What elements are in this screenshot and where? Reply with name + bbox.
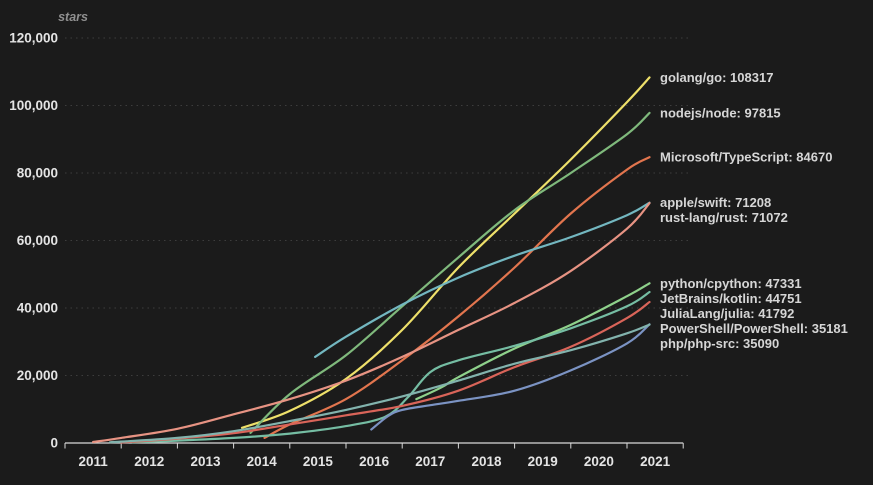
y-tick-label-120000: 120,000: [9, 31, 58, 46]
y-tick-label-20000: 20,000: [17, 368, 58, 383]
gridlines: [65, 37, 690, 376]
y-tick-label-40000: 40,000: [17, 301, 58, 316]
y-tick-label-80000: 80,000: [17, 166, 58, 181]
series-line-jetbrains-kotlin: [131, 290, 651, 444]
series-line-powershell-powershell: [370, 323, 651, 431]
series-label-apple-swift: apple/swift: 71208: [660, 195, 771, 210]
series-label-rust-lang-rust: rust-lang/rust: 71072: [660, 210, 788, 225]
x-tick-label-2020: 2020: [584, 454, 614, 469]
y-tick-label-60000: 60,000: [17, 233, 58, 248]
y-axis-tick-labels: 0 20,000 40,000 60,000 80,000 100,000 120,000: [9, 31, 58, 451]
series-line-apple-swift: [314, 201, 651, 358]
x-tick-label-2013: 2013: [190, 454, 221, 469]
x-tick-label-2017: 2017: [415, 454, 445, 469]
series-line-rust-lang-rust: [92, 202, 651, 444]
series-label-microsoft-typescript: Microsoft/TypeScript: 84670: [660, 150, 832, 165]
x-tick-label-2021: 2021: [640, 454, 671, 469]
x-tick-label-2011: 2011: [78, 454, 108, 469]
series-line-python-cpython: [415, 282, 651, 401]
series-label-nodejs-node: nodejs/node: 97815: [660, 105, 781, 120]
series-label-julialang-julia: JuliaLang/julia: 41792: [660, 306, 794, 321]
series-lines: [92, 76, 651, 444]
series-line-microsoft-typescript: [263, 156, 651, 439]
x-tick-label-2018: 2018: [471, 454, 502, 469]
x-axis-tick-labels: 2011 2012 2013 2014 2015 2016 2017 2018 2019 2020…: [78, 454, 670, 469]
series-label-php-php-src: php/php-src: 35090: [660, 336, 779, 351]
series-label-python-cpython: python/cpython: 47331: [660, 276, 802, 291]
x-tick-label-2016: 2016: [359, 454, 390, 469]
series-line-nodejs-node: [249, 111, 651, 434]
series-line-golang-go: [240, 76, 651, 429]
y-tick-label-100000: 100,000: [9, 98, 58, 113]
series-line-julialang-julia: [120, 300, 651, 444]
series-end-labels: golang/go: 108317 nodejs/node: 97815 Micro…: [660, 70, 848, 351]
y-axis-title: stars: [58, 10, 88, 24]
y-tick-label-0: 0: [50, 436, 58, 451]
x-axis: [64, 442, 684, 449]
x-tick-label-2019: 2019: [528, 454, 558, 469]
series-label-golang-go: golang/go: 108317: [660, 70, 773, 85]
x-tick-label-2015: 2015: [303, 454, 334, 469]
series-label-jetbrains-kotlin: JetBrains/kotlin: 44751: [660, 291, 802, 306]
series-label-powershell-powershell: PowerShell/PowerShell: 35181: [660, 321, 848, 336]
x-tick-label-2014: 2014: [247, 454, 278, 469]
series-line-php-php-src: [108, 323, 651, 444]
x-tick-label-2012: 2012: [134, 454, 164, 469]
